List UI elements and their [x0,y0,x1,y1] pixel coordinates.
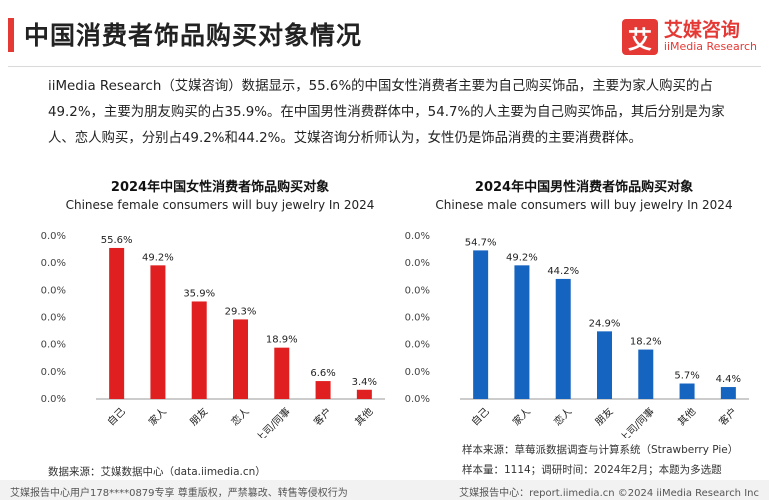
y-tick-label: 30.0% [404,313,430,324]
title-accent-bar [8,18,14,52]
data-label: 18.9% [266,335,298,346]
bar [473,250,489,399]
data-source: 数据来源：艾媒数据中心（data.iimedia.cn） [48,466,266,478]
x-tick-label: 客户 [311,405,334,428]
x-tick-label: 朋友 [592,405,615,428]
data-label: 5.7% [674,371,699,382]
footer-site: 艾媒报告中心：report.iimedia.cn ©2024 iiMedia R… [459,488,759,499]
bar [233,319,248,399]
x-tick-label: 自己 [104,405,127,428]
brand-logo: 艾 艾媒咨询 iiMedia Research [621,18,757,56]
survey-notes: 样本来源：草莓派数据调查与计算系统（Strawberry Pie） 样本量：11… [462,440,738,480]
data-label: 55.6% [101,235,133,246]
header-divider [8,66,761,67]
chart-title: 2024年中国男性消费者饰品购买对象 [475,179,693,195]
data-label: 3.4% [352,377,377,388]
bar [679,383,695,399]
x-tick-label: 客户 [716,405,739,428]
data-label: 49.2% [506,252,538,263]
male-chart: 2024年中国男性消费者饰品购买对象 Chinese male consumers… [404,178,764,438]
logo-icon: 艾 [621,19,658,55]
y-tick-label: 40.0% [404,285,430,296]
y-tick-label: 30.0% [40,313,66,324]
x-tick-label: 自己 [468,405,491,428]
bar [555,278,571,399]
data-label: 29.3% [225,306,257,317]
x-tick-label: 上司/同事 [617,405,657,438]
page-footer: 艾媒报告中心用户178****0879专享 尊重版权，严禁篡改、转售等侵权行为 … [0,480,769,500]
intro-paragraph: iiMedia Research（艾媒咨询）数据显示，55.6%的中国女性消费者… [48,79,725,146]
bar [109,247,125,399]
chart-subtitle: Chinese female consumers will buy jewelr… [66,198,375,212]
data-label: 18.2% [630,337,662,348]
bar [514,265,530,399]
logo-name-cn: 艾媒咨询 [663,19,740,41]
data-label: 44.2% [547,266,579,277]
bar [150,265,166,399]
data-label: 49.2% [142,252,174,263]
y-tick-label: 0.0% [405,394,430,405]
data-label: 35.9% [183,288,215,299]
bar [274,347,290,399]
data-label: 54.7% [465,237,497,248]
y-tick-label: 60.0% [404,231,430,242]
x-tick-label: 家人 [510,405,533,428]
y-tick-label: 40.0% [40,285,66,296]
sample-source-note: 样本来源：草莓派数据调查与计算系统（Strawberry Pie） [462,444,739,456]
x-tick-label: 朋友 [187,405,210,428]
y-tick-label: 10.0% [40,367,66,378]
bar [191,301,207,399]
footer-copyright: 艾媒报告中心用户178****0879专享 尊重版权，严禁篡改、转售等侵权行为 [10,488,348,499]
data-label: 6.6% [310,368,335,379]
y-tick-label: 10.0% [404,367,430,378]
x-tick-label: 家人 [146,405,169,428]
y-tick-label: 20.0% [404,340,430,351]
y-tick-label: 60.0% [40,231,66,242]
data-label: 4.4% [716,374,741,385]
bar [315,381,331,399]
bar [597,331,612,399]
x-tick-label: 其他 [675,405,698,428]
x-tick-label: 恋人 [228,405,251,428]
logo-name-en: iiMedia Research [663,40,757,53]
female-chart: 2024年中国女性消费者饰品购买对象 Chinese female consume… [40,178,400,438]
chart-title: 2024年中国女性消费者饰品购买对象 [111,179,329,195]
y-tick-label: 0.0% [41,394,66,405]
x-tick-label: 其他 [352,405,375,428]
y-tick-label: 50.0% [404,258,430,269]
x-tick-label: 恋人 [551,405,574,428]
bar [356,389,372,399]
y-tick-label: 50.0% [40,258,66,269]
male-chart-svg: 2024年中国男性消费者饰品购买对象 Chinese male consumers… [404,179,749,438]
bar [638,349,654,399]
x-tick-label: 上司/同事 [253,405,293,438]
y-tick-label: 20.0% [40,340,66,351]
page-title: 中国消费者饰品购买对象情况 [24,21,363,50]
female-chart-svg: 2024年中国女性消费者饰品购买对象 Chinese female consume… [40,179,385,438]
chart-subtitle: Chinese male consumers will buy jewelry … [435,198,732,212]
data-label: 24.9% [589,318,621,329]
bar [720,387,736,399]
sample-info-note: 样本量：1114；调研时间：2024年2月；本题为多选题 [462,464,722,476]
